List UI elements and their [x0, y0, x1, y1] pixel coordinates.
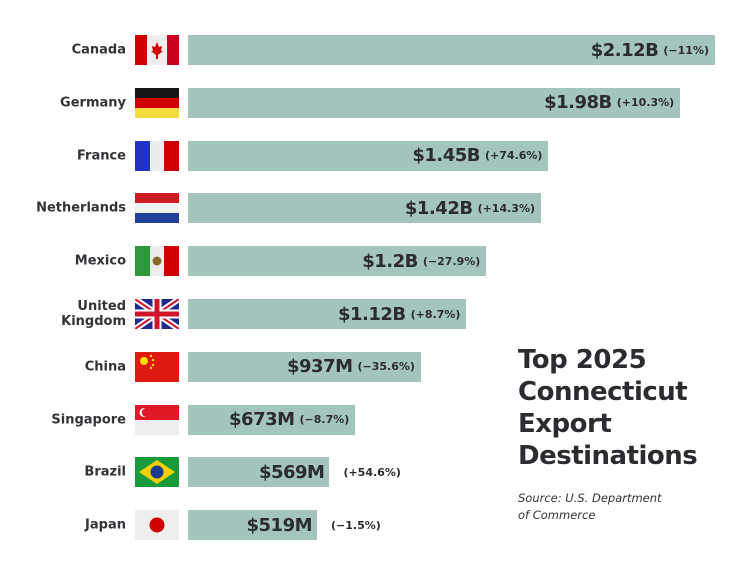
france-flag-icon: [135, 140, 179, 171]
chart-row: Netherlands $1.42B (+14.3%): [0, 193, 750, 224]
data-label: $937M (−35.6%): [287, 352, 415, 382]
value-label: $1.98B: [544, 92, 612, 114]
china-flag-icon: [135, 351, 179, 382]
category-label: Japan: [85, 517, 126, 533]
data-label: $519M: [247, 510, 313, 540]
chart-row: Singapore $673M (−8.7%): [0, 404, 750, 435]
japan-flag-icon: [135, 510, 179, 541]
bar: [188, 193, 541, 224]
bar: [188, 246, 487, 277]
change-label: (−35.6%): [357, 360, 415, 374]
data-label: $673M (−8.7%): [229, 405, 349, 435]
category-label: United Kingdom: [61, 299, 126, 329]
brazil-flag-icon: [135, 457, 179, 488]
change-label: (−27.9%): [422, 254, 481, 268]
title-line: Destinations: [518, 441, 698, 471]
bar: [188, 35, 715, 65]
source-line: Source: U.S. Department: [518, 491, 662, 505]
change-label: (−8.7%): [299, 413, 350, 427]
value-label: $1.2B: [362, 250, 418, 272]
data-label: $2.12B (−11%): [591, 35, 709, 65]
change-label: (−1.5%): [331, 518, 381, 532]
change-label-outside: (−1.5%): [331, 510, 381, 540]
bar: [188, 87, 681, 118]
value-label: $937M: [286, 356, 353, 378]
change-label: (+14.3%): [477, 201, 535, 215]
chart-row: France $1.45B (+74.6%): [0, 140, 750, 171]
category-label: France: [76, 148, 126, 164]
data-label: $569M: [259, 457, 325, 487]
category-label: Netherlands: [36, 200, 126, 216]
netherlands-flag-icon: [135, 193, 179, 224]
category-label: China: [84, 359, 126, 375]
bar: [188, 299, 467, 329]
germany-flag-icon: [135, 87, 179, 118]
chart-row: Brazil $569M (+54.6%): [0, 457, 750, 488]
bar: [188, 351, 421, 382]
change-label-outside: (+54.6%): [343, 457, 400, 487]
data-label: $1.12B (+8.7%): [338, 299, 460, 329]
change-label: (−11%): [663, 43, 709, 57]
change-label: (+74.6%): [485, 149, 543, 163]
chart-row: United Kingdom $1.12B (+8.7%): [0, 299, 750, 329]
data-label: $1.42B (+14.3%): [405, 193, 535, 223]
value-label: $1.45B: [412, 145, 481, 167]
change-label: (+10.3%): [616, 96, 675, 110]
bar: [188, 510, 317, 541]
bar: [188, 140, 549, 171]
chart-row: Germany $1.98B (+10.3%): [0, 87, 750, 118]
chart-row: Mexico $1.2B (−27.9%): [0, 246, 750, 277]
mexico-flag-icon: [135, 246, 179, 277]
category-label: Germany: [60, 95, 126, 111]
chart-title: Top 2025 Connecticut Export Destinations: [518, 344, 698, 472]
source-note: Source: U.S. Department of Commerce: [518, 490, 662, 524]
canada-flag-icon: [135, 35, 179, 65]
data-label: $1.45B (+74.6%): [412, 141, 542, 171]
change-label: (+54.6%): [343, 465, 401, 479]
category-label: Singapore: [51, 412, 126, 428]
change-label: (+8.7%): [410, 307, 461, 321]
source-line: of Commerce: [518, 508, 596, 522]
category-label: Mexico: [74, 253, 126, 269]
category-label: Brazil: [84, 464, 126, 480]
value-label: $1.12B: [337, 303, 406, 325]
data-label: $1.2B (−27.9%): [362, 246, 480, 276]
category-label: Canada: [71, 42, 126, 58]
data-label: $1.98B (+10.3%): [544, 88, 674, 118]
chart-row: Canada $2.12B (−11%): [0, 35, 750, 65]
uk-flag-icon: [135, 299, 179, 329]
title-line: Top 2025: [518, 345, 647, 375]
title-line: Export: [518, 409, 612, 439]
value-label: $673M: [229, 409, 295, 431]
bar: [188, 457, 330, 488]
title-line: Connecticut: [518, 377, 688, 407]
bar: [188, 404, 356, 435]
value-label: $569M: [258, 461, 325, 483]
value-label: $1.42B: [404, 197, 473, 219]
singapore-flag-icon: [135, 404, 179, 435]
chart-row: Japan $519M (−1.5%): [0, 510, 750, 541]
chart-row: China $937M (−35.6%): [0, 351, 750, 382]
value-label: $519M: [246, 514, 313, 536]
value-label: $2.12B: [590, 39, 659, 61]
